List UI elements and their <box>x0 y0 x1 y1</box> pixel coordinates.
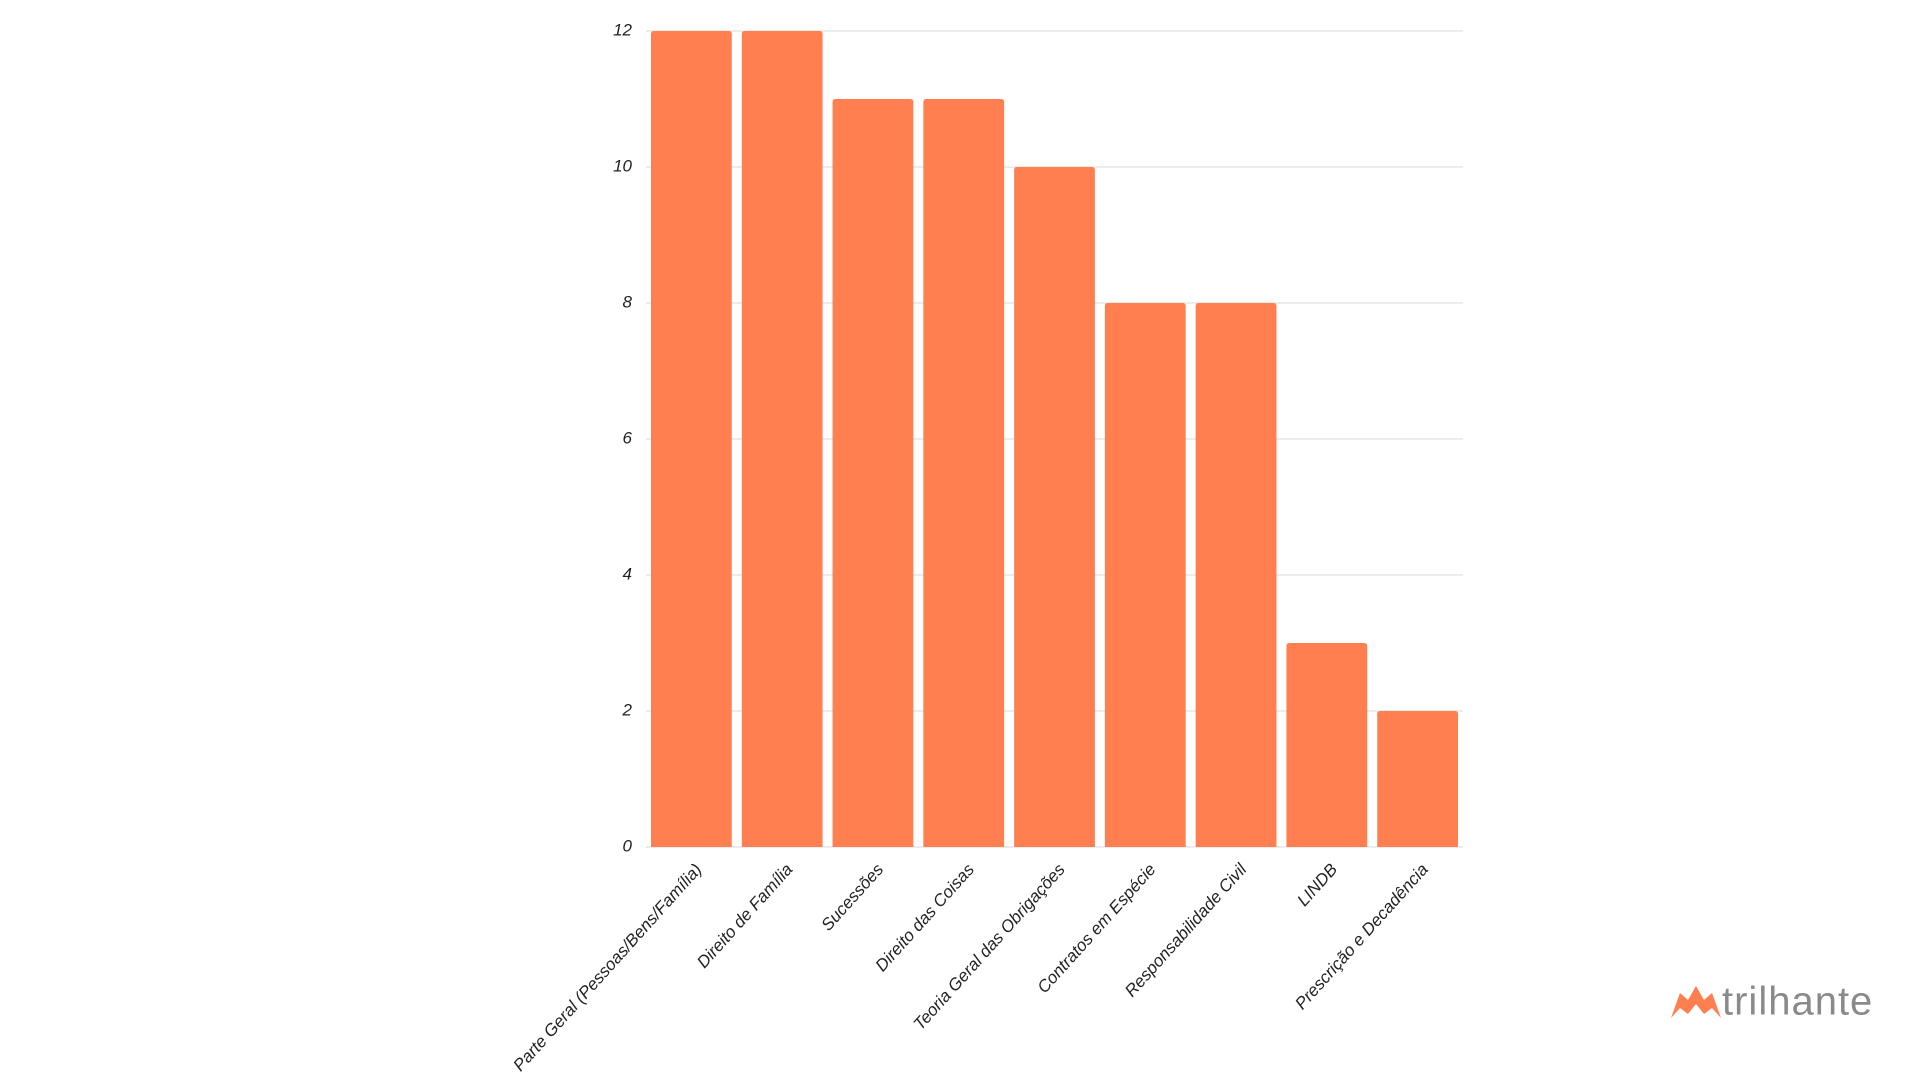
logo: trilhante <box>1671 980 1873 1024</box>
y-tick-label: 2 <box>622 700 633 719</box>
bar <box>651 31 732 847</box>
logo-text: trilhante <box>1722 980 1873 1024</box>
y-tick-label: 0 <box>623 836 633 855</box>
x-tick-label: Direito das Coisas <box>872 860 979 976</box>
x-tick-label: LINDB <box>1294 860 1342 910</box>
y-tick-label: 10 <box>613 156 632 175</box>
bar <box>923 99 1005 847</box>
x-tick-label: Sucessões <box>817 860 887 935</box>
y-tick-label: 8 <box>623 292 633 311</box>
y-tick-label: 6 <box>623 428 633 447</box>
bar <box>1014 167 1095 847</box>
x-tick-label: Direito de Família <box>693 860 796 972</box>
bar <box>1377 711 1458 847</box>
bar <box>1195 303 1277 847</box>
logo-icon <box>1671 986 1721 1018</box>
y-tick-label: 12 <box>613 20 632 39</box>
bar <box>1286 643 1368 847</box>
x-tick-label: Parte Geral (Pessoas/Bens/Família) <box>509 860 705 1075</box>
bar <box>1104 303 1186 847</box>
bar <box>832 99 914 847</box>
bar <box>741 31 823 847</box>
y-tick-label: 4 <box>623 564 632 583</box>
x-tick-label: Teoria Geral das Obrigações <box>910 860 1069 1034</box>
